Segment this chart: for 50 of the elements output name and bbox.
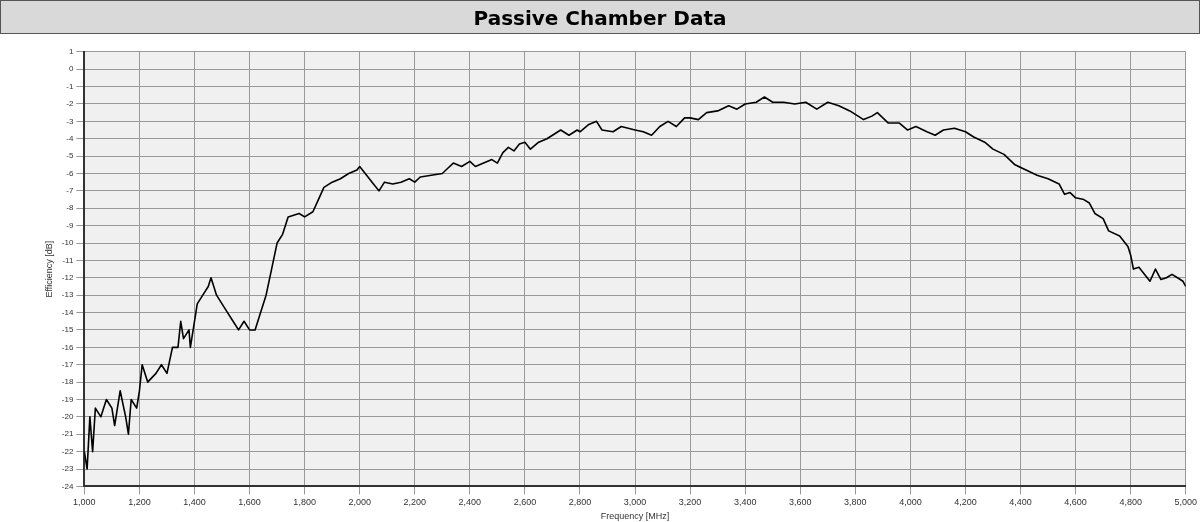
x-tick-label: 2,000 [348,497,371,508]
y-tick-label: -17 [61,359,74,369]
y-tick-label: -23 [61,464,74,474]
x-tick-label: 2,200 [403,497,427,508]
y-tick-label: -24 [61,481,74,491]
chart-title: Passive Chamber Data [0,0,1200,34]
x-tick-label: 1,000 [73,497,96,508]
x-tick-label: 5,000 [1174,497,1197,508]
x-tick-label: 3,000 [623,497,647,508]
y-tick-label: 1 [68,47,74,56]
x-tick-label: 3,200 [678,497,702,508]
y-tick-label: -4 [66,133,74,143]
y-tick-label: -20 [61,412,74,422]
x-tick-label: 1,200 [128,497,151,508]
x-tick-label: 4,200 [954,497,977,508]
y-tick-label: -22 [61,446,74,456]
y-tick-label: -15 [61,325,74,335]
y-axis-title: Efficiency [dB] [43,240,54,298]
y-tick-label: -5 [66,151,74,161]
x-tick-label: 4,800 [1119,497,1142,508]
y-tick-label: -6 [66,168,74,178]
y-tick-label: -9 [66,220,74,230]
y-tick-label: -12 [61,273,74,282]
y-tick-label: -19 [61,394,74,404]
y-tick-label: -2 [66,99,74,109]
y-tick-label: -7 [66,186,74,196]
x-tick-label: 3,800 [844,497,867,508]
x-tick-label: 3,600 [788,497,812,508]
y-tick-label: -21 [61,429,74,439]
y-tick-label: -13 [61,290,74,300]
y-tick-label: -8 [66,203,74,213]
y-tick-label: -18 [61,377,74,387]
y-tick-label: -16 [61,342,74,352]
x-tick-label: 1,600 [238,497,261,508]
x-axis-title: Frequency [MHz] [600,511,670,522]
x-tick-label: 2,400 [458,497,482,508]
y-tick-label: -14 [61,307,74,317]
x-tick-label: 4,400 [1009,497,1032,508]
x-tick-label: 2,600 [513,497,537,508]
x-tick-label: 1,800 [293,497,316,508]
y-tick-label: -3 [66,116,74,126]
y-tick-label: -11 [62,255,74,265]
x-tick-label: 4,000 [899,497,922,508]
y-tick-label: -1 [66,81,74,91]
x-tick-label: 2,800 [568,497,592,508]
x-tick-label: 4,600 [1064,497,1087,508]
x-tick-label: 3,400 [733,497,757,508]
y-tick-label: -10 [61,238,74,248]
x-tick-label: 1,400 [183,497,206,508]
y-tick-label: 0 [68,64,74,74]
